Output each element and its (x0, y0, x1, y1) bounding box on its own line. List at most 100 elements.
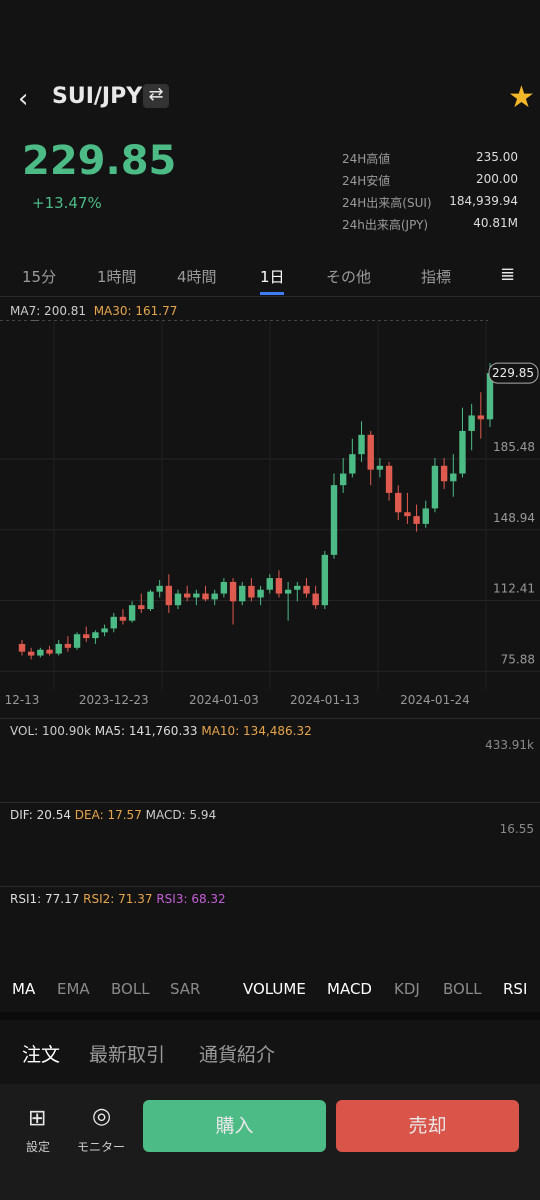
stat-value: 40.81M (473, 216, 518, 230)
candle-body (330, 485, 338, 555)
interval-tab[interactable]: 指標 (421, 268, 452, 286)
y-tick-label: 75.88 (501, 652, 535, 666)
swap-icon[interactable]: ⇄ (143, 84, 169, 108)
stat-value: 184,939.94 (449, 194, 518, 208)
indicator-tab[interactable]: BOLL (443, 980, 482, 998)
ma30-label: MA30: 161.77 (93, 304, 178, 318)
candle-body (239, 585, 246, 602)
bottom-tab[interactable]: 最新取引 (89, 1044, 166, 1066)
candle-body (55, 643, 62, 654)
monitor-icon[interactable]: ◎ (92, 1104, 112, 1129)
indicator-tab[interactable]: KDJ (394, 980, 420, 998)
tab-indicator (260, 292, 284, 295)
favorite-star[interactable]: ★ (508, 80, 535, 115)
interval-tab[interactable]: 1日 (260, 268, 285, 286)
candle-body (349, 454, 356, 474)
ma-legend: MA7: 200.81 MA30: 161.77 (10, 304, 177, 318)
ma10-label: MA10: 134,486.32 (201, 724, 312, 738)
back-button[interactable]: ‹ (18, 84, 29, 114)
candle-body (275, 578, 283, 594)
divider (0, 1012, 540, 1020)
last-price-label: 229.85 (492, 366, 534, 380)
stat-label: 24h出来高(JPY) (342, 218, 429, 232)
macd-label: MACD: 5.94 (145, 808, 217, 822)
indicator-tab[interactable]: SAR (170, 980, 201, 998)
candle-body (18, 643, 26, 652)
rsi-legend: RSI1: 77.17 RSI2: 71.37 RSI3: 68.32 (10, 892, 226, 906)
candle-body (156, 585, 163, 592)
candle-body (303, 585, 310, 594)
candle-body (294, 585, 301, 590)
rsi3-label: RSI3: 68.32 (156, 892, 226, 906)
candle-body (183, 593, 191, 598)
candle-body (37, 649, 44, 656)
candle-body (128, 605, 136, 621)
indicator-tab[interactable]: VOLUME (243, 980, 306, 998)
candle-body (312, 593, 319, 606)
interval-tab[interactable]: 4時間 (177, 268, 217, 286)
divider (0, 296, 540, 297)
sell-button[interactable]: 売却 (336, 1100, 519, 1152)
candle-body (73, 634, 81, 648)
candle-body (440, 465, 448, 482)
candle-body (64, 643, 72, 648)
candle-body (211, 593, 218, 600)
candle-body (193, 593, 200, 598)
candle-body (110, 616, 117, 629)
indicator-tab[interactable]: MACD (327, 980, 372, 998)
macd-axis: 16.55 (499, 822, 534, 836)
stat-label: 24H安値 (342, 174, 391, 188)
settings-icon[interactable]: ⊞ (28, 1106, 47, 1131)
candle-body (229, 581, 237, 602)
vol-legend: VOL: 100.90k MA5: 141,760.33 MA10: 134,4… (10, 724, 312, 738)
settings-icon[interactable]: ≣ (500, 264, 516, 285)
price-change: +13.47% (32, 194, 102, 212)
x-tick-label: 2024-01-03 (189, 693, 259, 707)
interval-tab[interactable]: 15分 (22, 268, 57, 286)
monitor-label[interactable]: モニター (77, 1140, 126, 1154)
macd-legend: DIF: 20.54 DEA: 17.57 MACD: 5.94 (10, 808, 216, 822)
interval-tab[interactable]: 1時間 (97, 268, 137, 286)
indicator-tab[interactable]: RSI (503, 980, 528, 998)
candle-body (459, 430, 466, 474)
y-tick-label: 185.48 (493, 440, 535, 454)
candle-body (147, 591, 154, 610)
candle-body (422, 508, 429, 524)
candle-body (385, 465, 393, 493)
candle-body (27, 651, 35, 656)
candle-body (450, 473, 457, 482)
vol-label: VOL: 100.90k (10, 724, 91, 738)
last-price: 229.85 (22, 138, 177, 184)
candle-body (431, 465, 439, 509)
candle-body (376, 465, 384, 470)
candle-body (367, 434, 374, 470)
settings-label[interactable]: 設定 (26, 1140, 51, 1154)
divider (0, 802, 540, 803)
candle-body (138, 605, 145, 610)
candle-body (174, 593, 182, 606)
candle-body (321, 554, 329, 606)
y-tick-label: 112.41 (493, 582, 535, 596)
pair-title: SUI/JPY (52, 84, 143, 109)
stat-value: 200.00 (476, 172, 518, 186)
candle-body (83, 634, 90, 639)
candle-body (257, 589, 264, 598)
rsi2-label: RSI2: 71.37 (83, 892, 153, 906)
indicator-tab[interactable]: EMA (57, 980, 90, 998)
candle-chart: 185.48 148.94 112.41 75.88 12-13 2023-12-23 20… (0, 320, 540, 707)
x-tick-label: 2024-01-24 (400, 693, 470, 707)
candle-body (395, 492, 402, 513)
x-tick-label: 2023-12-23 (79, 693, 149, 707)
bottom-tab[interactable]: 注文 (22, 1044, 61, 1066)
bottom-tab[interactable]: 通貨紹介 (199, 1044, 276, 1066)
buy-button[interactable]: 購入 (143, 1100, 326, 1152)
indicator-tab[interactable]: MA (12, 980, 36, 998)
vol-axis: 433.91k (485, 738, 534, 752)
low-label: 82.00 (41, 320, 75, 323)
ma7-label: MA7: 200.81 (10, 304, 87, 318)
indicator-tab[interactable]: BOLL (111, 980, 150, 998)
interval-tab[interactable]: その他 (326, 268, 372, 286)
stat-label: 24H出来高(SUI) (342, 196, 432, 210)
candle-body (46, 649, 53, 654)
